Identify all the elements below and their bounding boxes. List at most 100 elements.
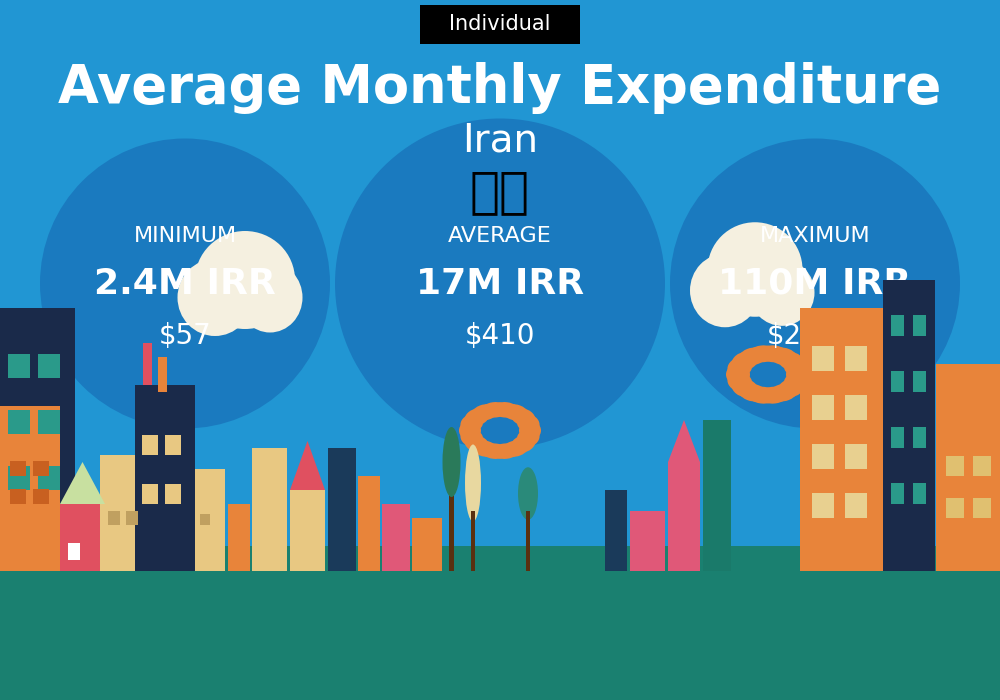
Ellipse shape xyxy=(732,351,758,371)
Bar xyxy=(526,511,530,574)
Bar xyxy=(913,371,926,392)
Ellipse shape xyxy=(727,357,752,377)
Ellipse shape xyxy=(491,402,519,418)
Ellipse shape xyxy=(481,443,509,459)
Ellipse shape xyxy=(726,364,750,385)
Ellipse shape xyxy=(739,384,767,402)
Bar xyxy=(165,484,181,504)
Bar xyxy=(142,484,158,504)
Ellipse shape xyxy=(442,427,460,497)
Text: Individual: Individual xyxy=(449,15,551,34)
Ellipse shape xyxy=(518,468,538,519)
Ellipse shape xyxy=(748,386,778,404)
Bar xyxy=(891,483,904,504)
Ellipse shape xyxy=(769,384,797,402)
Ellipse shape xyxy=(784,372,809,392)
Ellipse shape xyxy=(460,428,483,447)
Bar xyxy=(68,542,80,560)
Ellipse shape xyxy=(238,262,302,332)
Bar xyxy=(195,469,225,574)
Bar xyxy=(8,354,30,378)
Text: MINIMUM: MINIMUM xyxy=(133,226,237,246)
Bar xyxy=(845,493,867,518)
Ellipse shape xyxy=(465,408,489,426)
Text: $57: $57 xyxy=(159,322,211,350)
Ellipse shape xyxy=(690,254,760,328)
Bar xyxy=(328,448,356,574)
Ellipse shape xyxy=(739,347,767,365)
Ellipse shape xyxy=(786,364,810,385)
Ellipse shape xyxy=(750,260,814,326)
Bar xyxy=(10,489,26,504)
Bar xyxy=(108,511,120,525)
Ellipse shape xyxy=(517,428,540,447)
Bar xyxy=(845,346,867,371)
Bar xyxy=(946,498,964,518)
Ellipse shape xyxy=(748,345,778,363)
Bar xyxy=(913,315,926,336)
Ellipse shape xyxy=(784,357,809,377)
Bar xyxy=(913,483,926,504)
Bar xyxy=(60,504,105,574)
Ellipse shape xyxy=(519,421,541,440)
Ellipse shape xyxy=(40,139,330,428)
Ellipse shape xyxy=(511,435,535,453)
Bar xyxy=(891,371,904,392)
Bar xyxy=(0,546,1000,700)
Ellipse shape xyxy=(491,443,519,459)
Bar xyxy=(891,427,904,448)
Bar xyxy=(630,511,665,574)
Text: AVERAGE: AVERAGE xyxy=(448,226,552,246)
Polygon shape xyxy=(668,420,700,462)
Bar xyxy=(973,498,991,518)
Ellipse shape xyxy=(472,404,498,421)
Text: 2.4M IRR: 2.4M IRR xyxy=(94,267,276,300)
Bar xyxy=(0,570,1000,700)
Bar xyxy=(8,410,30,434)
Text: 110M IRR: 110M IRR xyxy=(718,267,912,300)
Ellipse shape xyxy=(758,345,788,363)
Ellipse shape xyxy=(335,118,665,449)
Bar xyxy=(936,364,1000,574)
Bar xyxy=(100,455,140,574)
Bar xyxy=(165,435,181,455)
Bar xyxy=(812,493,834,518)
Ellipse shape xyxy=(517,414,540,433)
Bar xyxy=(158,357,167,392)
Polygon shape xyxy=(290,441,325,490)
Bar xyxy=(812,395,834,420)
Ellipse shape xyxy=(511,408,535,426)
Ellipse shape xyxy=(481,402,509,418)
Bar xyxy=(252,448,287,574)
Ellipse shape xyxy=(195,231,295,329)
Bar xyxy=(913,427,926,448)
Bar xyxy=(142,435,158,455)
Ellipse shape xyxy=(727,372,752,392)
Text: 🇮🇷: 🇮🇷 xyxy=(470,169,530,216)
Bar xyxy=(812,444,834,469)
Text: 17M IRR: 17M IRR xyxy=(416,267,584,300)
Bar xyxy=(143,343,152,385)
Bar xyxy=(38,466,60,490)
Bar xyxy=(126,511,138,525)
Bar xyxy=(703,420,731,574)
Ellipse shape xyxy=(670,139,960,428)
Bar xyxy=(10,461,26,476)
Bar xyxy=(38,410,60,434)
Bar xyxy=(290,490,325,574)
Bar xyxy=(668,462,700,574)
Bar xyxy=(973,456,991,476)
Text: $410: $410 xyxy=(465,322,535,350)
Bar xyxy=(845,395,867,420)
Bar xyxy=(800,308,885,574)
Bar xyxy=(33,489,49,504)
Bar xyxy=(135,385,195,574)
Ellipse shape xyxy=(472,440,498,457)
Ellipse shape xyxy=(502,440,528,457)
Bar xyxy=(891,315,904,336)
Bar xyxy=(228,504,250,574)
Text: Iran: Iran xyxy=(462,121,538,159)
Bar xyxy=(412,518,442,574)
Bar xyxy=(812,346,834,371)
Bar xyxy=(33,461,49,476)
